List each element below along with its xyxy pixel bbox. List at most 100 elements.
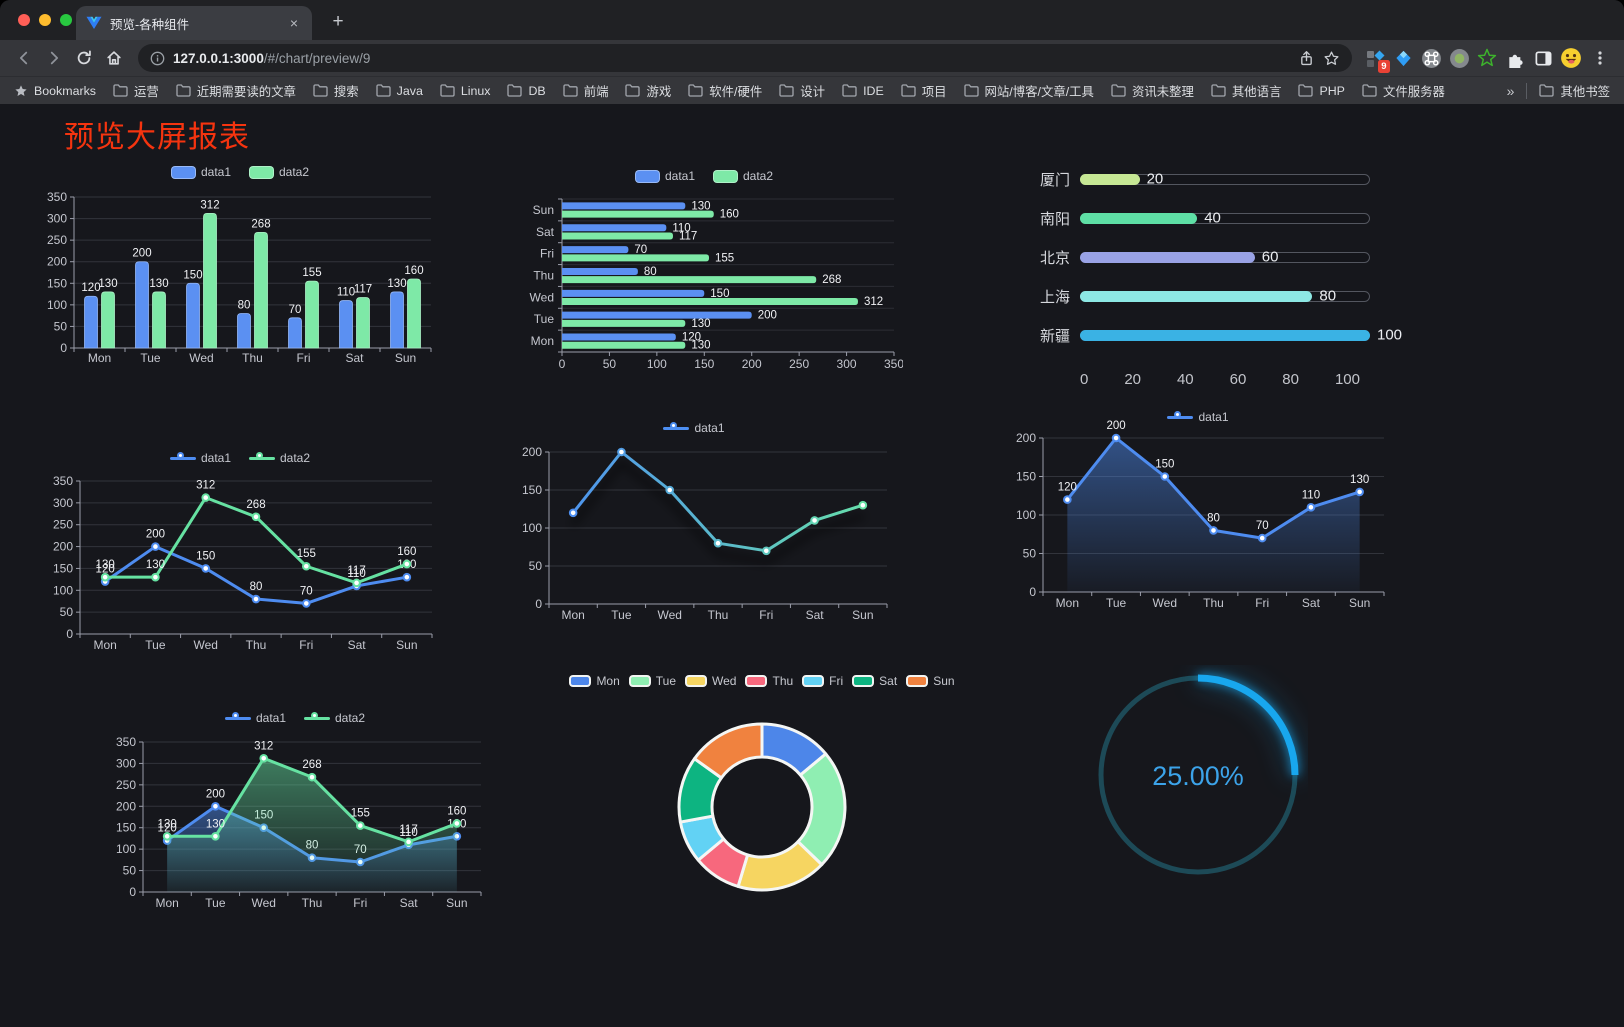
- legend-item-data2[interactable]: data2: [713, 169, 773, 183]
- legend-item-Mon[interactable]: Mon: [569, 674, 620, 688]
- address-bar[interactable]: 127.0.0.1:3000/#/chart/preview/9: [138, 44, 1352, 72]
- legend-swatch: [628, 675, 651, 687]
- share-icon[interactable]: [1298, 50, 1315, 67]
- legend-item-data1[interactable]: data1: [663, 421, 725, 435]
- tab-title: 预览-各种组件: [110, 17, 190, 32]
- bookmark-folder[interactable]: 游戏: [625, 82, 671, 100]
- legend-item-data1[interactable]: data1: [224, 711, 286, 725]
- bookmark-star-icon[interactable]: [1323, 50, 1340, 67]
- tab-close-icon[interactable]: ×: [289, 15, 298, 31]
- bookmark-folder[interactable]: 设计: [779, 82, 825, 100]
- bookmark-folder[interactable]: Linux: [440, 82, 491, 100]
- browser-tab[interactable]: 预览-各种组件 ×: [76, 6, 312, 40]
- legend-item-Sun[interactable]: Sun: [906, 674, 955, 688]
- progress-label: 北京: [1039, 249, 1070, 267]
- svg-text:0: 0: [559, 357, 566, 371]
- folder-icon: [1111, 84, 1126, 97]
- svg-text:312: 312: [200, 199, 219, 211]
- legend-item-Sat[interactable]: Sat: [852, 674, 897, 688]
- bookmark-folder[interactable]: 近期需要读的文章: [176, 82, 296, 100]
- extensions-puzzle-icon[interactable]: [1502, 45, 1528, 71]
- extension-diamond-icon[interactable]: [1390, 45, 1416, 71]
- bookmark-folder-label: Linux: [460, 83, 491, 98]
- svg-text:130: 130: [691, 340, 710, 352]
- back-button[interactable]: [10, 44, 38, 72]
- bookmark-folder[interactable]: 运营: [113, 82, 159, 100]
- forward-button[interactable]: [40, 44, 68, 72]
- svg-text:80: 80: [250, 581, 263, 593]
- browser-menu-kebab-icon[interactable]: [1586, 44, 1614, 72]
- svg-text:70: 70: [300, 585, 313, 597]
- star-icon: [15, 84, 27, 96]
- bookmark-folder[interactable]: 项目: [901, 82, 947, 100]
- svg-text:Sat: Sat: [806, 608, 825, 622]
- legend-item-Wed[interactable]: Wed: [685, 674, 736, 688]
- svg-text:50: 50: [1023, 547, 1037, 561]
- bookmark-folder[interactable]: 其他语言: [1211, 82, 1281, 100]
- folder-icon: [1362, 84, 1377, 97]
- folder-icon: [113, 84, 128, 97]
- extension-star-icon[interactable]: [1474, 45, 1500, 71]
- bookmarks-overflow-button[interactable]: »: [1506, 82, 1515, 99]
- zoom-window-button[interactable]: [60, 14, 72, 26]
- reload-button[interactable]: [70, 44, 98, 72]
- home-button[interactable]: [100, 44, 128, 72]
- legend-item-data1[interactable]: data1: [634, 169, 695, 183]
- svg-text:120: 120: [158, 823, 177, 835]
- svg-text:250: 250: [789, 357, 809, 371]
- folder-icon: [1211, 84, 1226, 97]
- bookmark-item-bookmarks[interactable]: Bookmarks: [14, 84, 96, 98]
- legend-item-Fri[interactable]: Fri: [802, 674, 843, 688]
- bookmark-folder[interactable]: 搜索: [313, 82, 359, 100]
- extension-record-icon[interactable]: [1446, 45, 1472, 71]
- bookmark-folder[interactable]: 文件服务器: [1362, 82, 1445, 100]
- svg-text:100: 100: [1016, 508, 1036, 522]
- bookmark-folder[interactable]: PHP: [1298, 82, 1345, 100]
- extension-command-icon[interactable]: [1418, 45, 1444, 71]
- bookmark-folder-label: 设计: [800, 84, 826, 99]
- legend-item-data2[interactable]: data2: [249, 451, 310, 465]
- svg-text:120: 120: [1058, 482, 1077, 494]
- new-tab-button[interactable]: +: [332, 11, 344, 32]
- legend-item-data2[interactable]: data2: [249, 165, 309, 179]
- side-panel-icon[interactable]: [1530, 45, 1556, 71]
- bookmark-folder[interactable]: 网站/博客/文章/工具: [963, 82, 1094, 100]
- bookmark-folder[interactable]: DB: [507, 82, 546, 100]
- svg-text:Fri: Fri: [1255, 596, 1269, 610]
- svg-text:Fri: Fri: [299, 638, 313, 652]
- chart-canvas: [677, 722, 847, 892]
- minimize-window-button[interactable]: [39, 14, 51, 26]
- folder-icon: [625, 84, 641, 97]
- close-window-button[interactable]: [18, 14, 30, 26]
- legend-item-data1[interactable]: data1: [1167, 410, 1229, 424]
- bookmark-folder-list: 运营 近期需要读的文章 搜索 Java Linux DB 前端 游戏 软件/硬件 设计 IDE 项目 网…: [113, 82, 1490, 100]
- progress-row-新疆: 新疆 100: [1020, 327, 1402, 345]
- svg-text:Tue: Tue: [611, 608, 632, 622]
- legend-label: Tue: [655, 674, 677, 688]
- svg-text:150: 150: [47, 276, 67, 290]
- svg-text:50: 50: [123, 864, 137, 878]
- bookmark-folder-label: 游戏: [646, 84, 672, 99]
- bookmark-folder[interactable]: 软件/硬件: [688, 82, 762, 100]
- svg-text:268: 268: [302, 759, 321, 771]
- other-bookmarks-folder[interactable]: 其他书签: [1539, 82, 1610, 100]
- extension-grid-icon[interactable]: 9: [1362, 45, 1390, 73]
- legend-item-data1[interactable]: data1: [170, 165, 231, 179]
- bookmark-folder[interactable]: 前端: [563, 82, 608, 100]
- bookmark-folder[interactable]: IDE: [842, 82, 884, 100]
- bookmarks-bar: Bookmarks 运营 近期需要读的文章 搜索 Java Linux DB 前端 游戏 软件/…: [0, 76, 1624, 104]
- line-series-data1: 120 200 150 80 70 110 130: [96, 529, 416, 608]
- chart-canvas: 0 50 100 150 200 250 300 350 Mon Tue Wed Thu Fri Sat S…: [53, 474, 433, 652]
- legend-item-data2[interactable]: data2: [304, 711, 365, 725]
- legend-item-Tue[interactable]: Tue: [628, 674, 677, 688]
- bookmark-folder[interactable]: 资讯未整理: [1111, 82, 1194, 100]
- legend-item-Thu[interactable]: Thu: [745, 674, 793, 688]
- bookmark-folder[interactable]: Java: [376, 82, 423, 100]
- progress-value: 20: [1146, 170, 1164, 188]
- site-info-icon[interactable]: [150, 51, 165, 66]
- legend-item-data1[interactable]: data1: [169, 451, 231, 465]
- profile-avatar-emoji[interactable]: [1558, 45, 1584, 71]
- url-path: /#/chart/preview/9: [263, 50, 371, 66]
